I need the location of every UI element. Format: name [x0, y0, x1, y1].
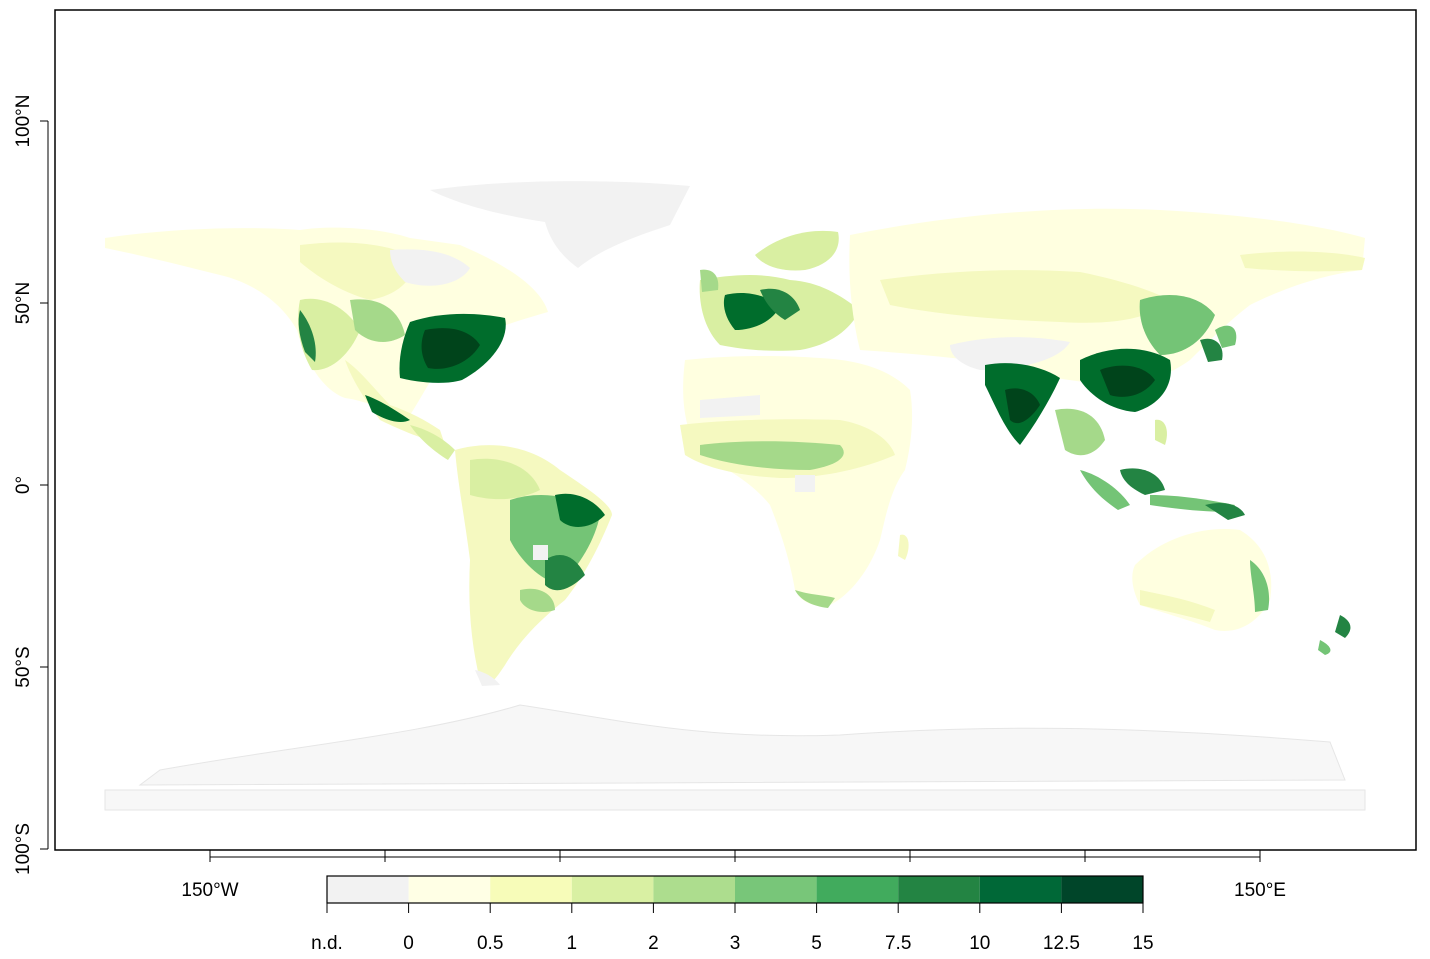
x-tick-label: 150°E — [1234, 880, 1286, 901]
legend-swatch — [327, 876, 409, 903]
legend-swatch — [653, 876, 735, 903]
legend-tick-label: 1 — [567, 933, 578, 954]
southeast-asia — [1080, 419, 1245, 520]
africa — [680, 355, 913, 608]
y-tick-label: 100°N — [13, 94, 34, 147]
y-axis: 100°N 50°N 0° 50°S 100°S — [13, 94, 49, 875]
legend-tick-label: 3 — [730, 933, 741, 954]
legend-tick-label: 12.5 — [1043, 933, 1080, 954]
europe — [699, 230, 860, 351]
greenland — [430, 181, 690, 268]
legend-swatch — [898, 876, 980, 903]
legend-swatch — [816, 876, 899, 903]
legend-tick-label: 7.5 — [885, 933, 911, 954]
y-tick-label: 100°S — [13, 823, 34, 875]
legend-swatch — [979, 876, 1062, 903]
legend-tick-label: 15 — [1132, 933, 1153, 954]
y-tick-label: 50°S — [13, 646, 34, 687]
australia — [1132, 529, 1351, 655]
y-tick-label: 50°N — [13, 282, 34, 324]
legend-tick-label: 2 — [648, 933, 659, 954]
legend-tick-label: 5 — [811, 933, 822, 954]
asia — [849, 208, 1365, 456]
legend-tick-label: 0 — [403, 933, 414, 954]
legend-swatch — [735, 876, 817, 903]
south-america — [455, 445, 612, 686]
legend-tick-label: 10 — [969, 933, 990, 954]
y-tick-label: 0° — [13, 476, 34, 494]
legend-tick-label: 0.5 — [477, 933, 503, 954]
x-axis: 150°W 150°E — [181, 850, 1286, 901]
legend-swatch — [490, 876, 572, 903]
legend-swatch — [571, 876, 654, 903]
antarctica — [104, 704, 1366, 811]
color-legend: n.d. 0 0.5 1 2 3 5 7.5 10 12.5 15 — [311, 875, 1154, 954]
x-tick-label: 150°W — [181, 880, 238, 901]
legend-swatch — [1061, 876, 1143, 903]
legend-tick-label: n.d. — [311, 933, 343, 954]
legend-swatch — [408, 876, 491, 903]
north-america — [105, 227, 548, 460]
